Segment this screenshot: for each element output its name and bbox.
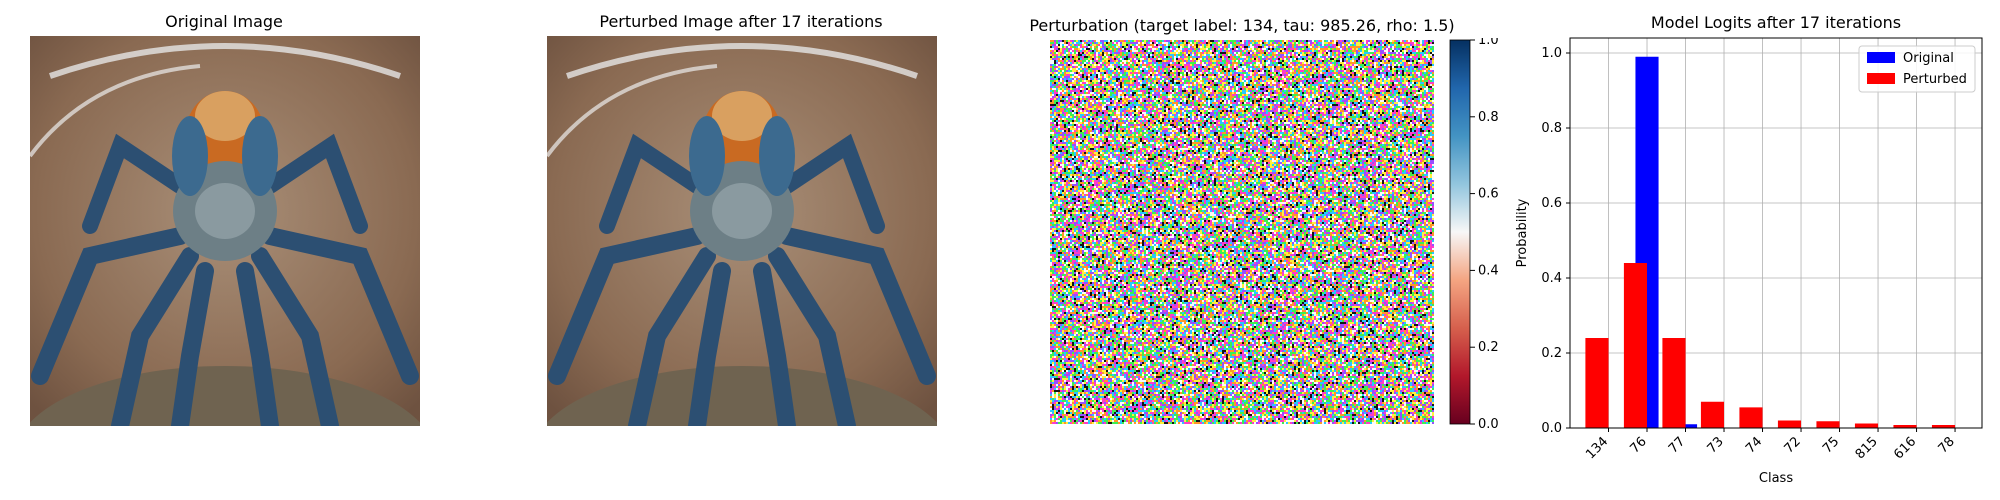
bar-perturbed-76 bbox=[1624, 263, 1647, 428]
x-tick-label: 77 bbox=[1666, 434, 1688, 456]
x-tick-label: 616 bbox=[1891, 434, 1919, 462]
bar-perturbed-74 bbox=[1739, 407, 1762, 428]
original-image bbox=[30, 36, 420, 426]
original-image-title: Original Image bbox=[165, 12, 283, 31]
logits-bar-chart: Model Logits after 17 iterations 0.0 0.2 0… bbox=[1500, 0, 2000, 500]
colorbar-tick-label: 0.8 bbox=[1478, 110, 1499, 125]
perturbed-image bbox=[547, 36, 937, 426]
bar-perturbed-815 bbox=[1855, 424, 1878, 429]
colorbar-tick-label: 0.2 bbox=[1478, 340, 1499, 355]
x-tick-label: 75 bbox=[1820, 434, 1842, 456]
perturbed-image-title: Perturbed Image after 17 iterations bbox=[599, 12, 882, 31]
chart-legend: Original Perturbed bbox=[1859, 46, 1975, 92]
colorbar-gradient bbox=[1450, 40, 1470, 424]
x-tick-label: 78 bbox=[1936, 434, 1958, 456]
x-tick-label: 76 bbox=[1628, 434, 1650, 456]
colorbar-tick-label: 0.4 bbox=[1478, 263, 1499, 278]
x-tick-label: 74 bbox=[1743, 434, 1765, 456]
x-tick-label: 72 bbox=[1782, 434, 1804, 456]
legend-label-original: Original bbox=[1903, 51, 1954, 66]
bar-perturbed-134 bbox=[1585, 338, 1608, 428]
y-tick-label: 0.4 bbox=[1541, 271, 1562, 286]
chart-title: Model Logits after 17 iterations bbox=[1651, 13, 1901, 32]
perturbation-title: Perturbation (target label: 134, tau: 98… bbox=[1029, 16, 1454, 35]
legend-label-perturbed: Perturbed bbox=[1903, 72, 1967, 87]
y-tick-label: 0.0 bbox=[1541, 421, 1562, 436]
colorbar-tick-label: 0.0 bbox=[1478, 417, 1499, 428]
y-axis-label: Probability bbox=[1515, 198, 1530, 267]
y-tick-label: 1.0 bbox=[1541, 46, 1562, 61]
bar-perturbed-75 bbox=[1816, 421, 1839, 428]
bar-perturbed-73 bbox=[1701, 402, 1724, 428]
legend-swatch-original bbox=[1867, 52, 1895, 63]
colorbar-tick-label: 1.0 bbox=[1478, 38, 1499, 48]
colorbar-tick-label: 0.6 bbox=[1478, 187, 1499, 202]
y-tick-label: 0.8 bbox=[1541, 121, 1562, 136]
x-tick-label: 73 bbox=[1705, 434, 1727, 456]
legend-swatch-perturbed bbox=[1867, 73, 1895, 84]
x-tick-label: 134 bbox=[1583, 434, 1611, 462]
bar-perturbed-77 bbox=[1662, 338, 1685, 428]
x-tick-label: 815 bbox=[1853, 434, 1881, 462]
y-tick-label: 0.6 bbox=[1541, 196, 1562, 211]
bar-perturbed-72 bbox=[1778, 421, 1801, 429]
x-axis-label: Class bbox=[1759, 471, 1793, 486]
y-tick-label: 0.2 bbox=[1541, 346, 1562, 361]
perturbation-noise-image bbox=[1050, 40, 1434, 424]
